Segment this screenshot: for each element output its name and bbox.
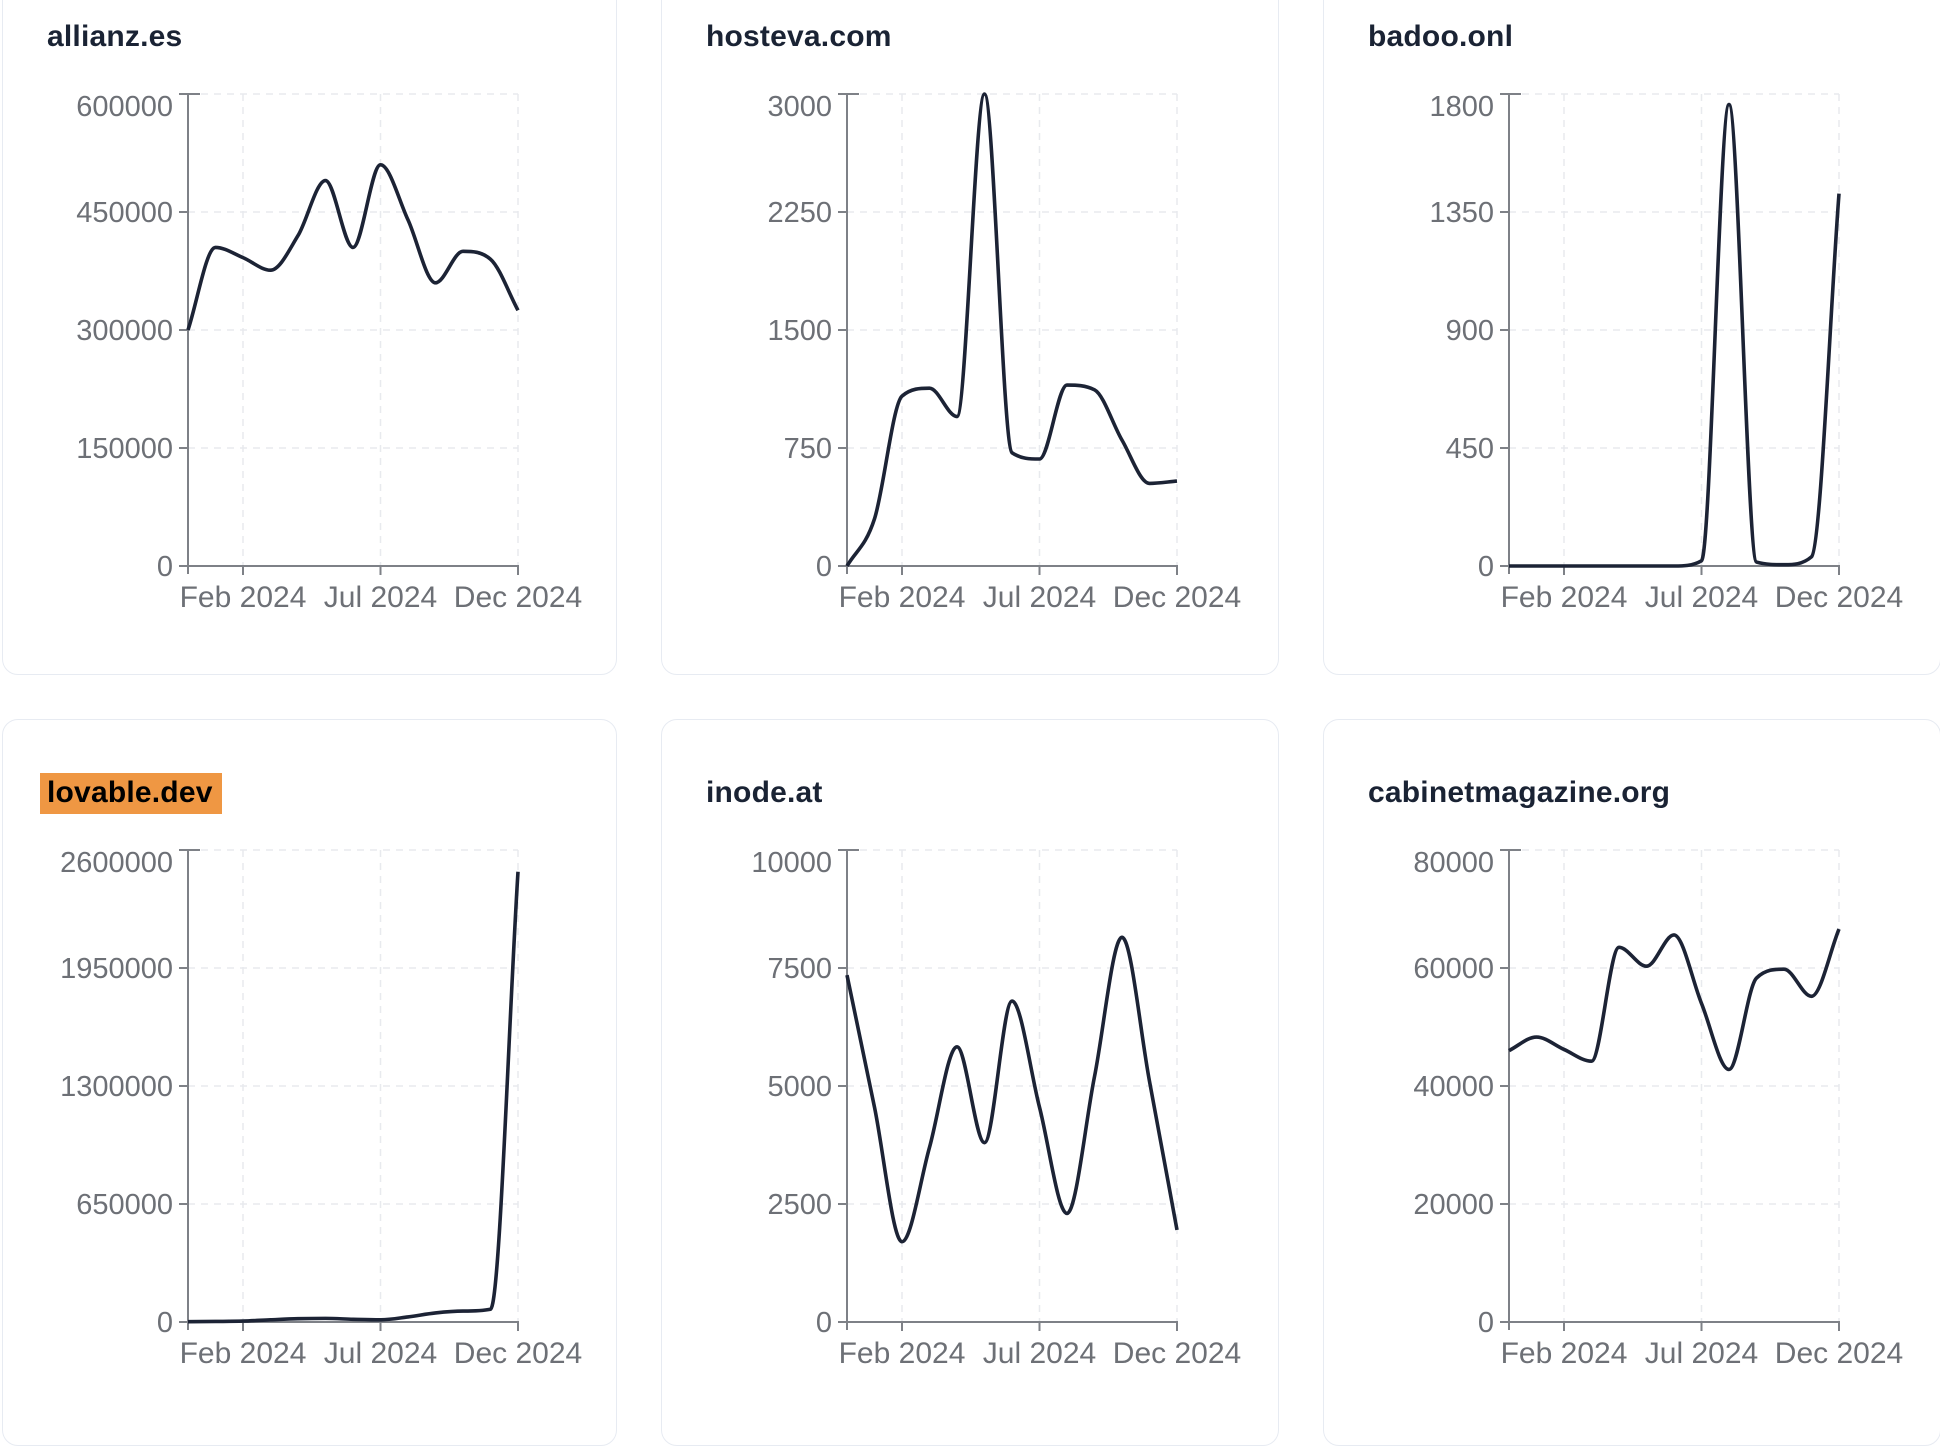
domain-name-highlighted: lovable.dev <box>40 773 222 814</box>
card-title: badoo.onl <box>1368 19 1513 55</box>
y-tick-label: 900 <box>1446 315 1494 347</box>
traffic-line-chart: 0 2500 5000 7500 10000 Feb 2024 Jul 2024 Dec 20… <box>751 847 1241 1370</box>
x-tick-label: Dec 2024 <box>454 581 582 614</box>
x-tick-label: Feb 2024 <box>1501 1337 1628 1370</box>
series-line <box>845 92 1178 567</box>
card-allianz-es: allianz.es 0 150000 300000 450000 600000 Feb … <box>2 0 617 675</box>
gridlines <box>188 93 519 566</box>
domain-name: inode.at <box>706 776 823 809</box>
y-tick-label: 1500 <box>767 315 832 347</box>
y-tick-label: 10000 <box>751 847 832 879</box>
y-tick-label: 2600000 <box>60 847 173 879</box>
axes <box>1500 93 1840 575</box>
y-tick-label: 40000 <box>1413 1071 1494 1103</box>
card-title: lovable.dev <box>40 773 222 814</box>
tick-labels: 0 2500 5000 7500 10000 Feb 2024 Jul 2024 Dec 20… <box>751 847 1241 1370</box>
tick-labels: 0 450 900 1350 1800 Feb 2024 Jul 2024 Dec 2024 <box>1429 91 1903 614</box>
y-tick-label: 450 <box>1446 433 1494 465</box>
y-tick-label: 450000 <box>76 197 173 229</box>
domain-name: badoo.onl <box>1368 20 1514 53</box>
series-line <box>1508 102 1841 568</box>
y-tick-label: 600000 <box>76 91 173 123</box>
x-tick-label: Dec 2024 <box>1775 1337 1903 1370</box>
y-tick-label: 300000 <box>76 315 173 347</box>
y-tick-label: 1950000 <box>60 953 173 985</box>
x-tick-label: Feb 2024 <box>180 581 307 614</box>
y-tick-label: 650000 <box>76 1189 173 1221</box>
y-tick-label: 0 <box>816 551 832 583</box>
traffic-line-chart: 0 450 900 1350 1800 Feb 2024 Jul 2024 Dec 2024 <box>1429 91 1903 614</box>
y-tick-label: 0 <box>1478 551 1494 583</box>
gridlines <box>188 849 519 1322</box>
series-line <box>187 871 520 1324</box>
card-inode-at: inode.at 0 2500 5000 7500 10000 Feb 2024 Jul 2… <box>661 719 1279 1446</box>
y-tick-label: 5000 <box>767 1071 832 1103</box>
card-cabinetmagazine-org: cabinetmagazine.org 0 20000 40000 60000 8000… <box>1323 719 1940 1446</box>
card-lovable-dev: lovable.dev 0 650000 1300000 1950000 2600000… <box>2 719 617 1446</box>
tick-labels: 0 150000 300000 450000 600000 Feb 2024 Jul 202… <box>76 91 582 614</box>
gridlines <box>1509 93 1840 566</box>
domain-name: cabinetmagazine.org <box>1368 776 1671 809</box>
tick-labels: 0 750 1500 2250 3000 Feb 2024 Jul 2024 Dec 2024 <box>767 91 1241 614</box>
y-tick-label: 1350 <box>1429 197 1494 229</box>
x-tick-label: Feb 2024 <box>1501 581 1628 614</box>
card-hosteva-com: hosteva.com 0 750 1500 2250 3000 Feb 2024 Jul … <box>661 0 1279 675</box>
y-tick-label: 2500 <box>767 1189 832 1221</box>
x-tick-label: Jul 2024 <box>1645 581 1758 614</box>
card-title: cabinetmagazine.org <box>1368 775 1670 811</box>
x-tick-label: Jul 2024 <box>324 581 437 614</box>
series-line <box>845 935 1179 1244</box>
series-line <box>1508 928 1841 1072</box>
y-tick-label: 20000 <box>1413 1189 1494 1221</box>
traffic-line-chart: 0 650000 1300000 1950000 2600000 Feb 2024 Jul … <box>60 847 582 1370</box>
y-tick-label: 2250 <box>767 197 832 229</box>
card-title: allianz.es <box>47 19 182 55</box>
x-tick-label: Feb 2024 <box>839 1337 966 1370</box>
tick-labels: 0 20000 40000 60000 80000 Feb 2024 Jul 2024 Dec… <box>1413 847 1903 1370</box>
axes <box>179 849 519 1331</box>
gridlines <box>1509 849 1840 1322</box>
x-tick-label: Dec 2024 <box>1113 1337 1241 1370</box>
y-tick-label: 750 <box>784 433 832 465</box>
traffic-line-chart: 0 150000 300000 450000 600000 Feb 2024 Jul 202… <box>76 91 582 614</box>
card-badoo-onl: badoo.onl 0 450 900 1350 1800 Feb 2024 Jul 202… <box>1323 0 1940 675</box>
x-tick-label: Feb 2024 <box>839 581 966 614</box>
x-tick-label: Jul 2024 <box>983 581 1096 614</box>
x-tick-label: Feb 2024 <box>180 1337 307 1370</box>
y-tick-label: 0 <box>157 1307 173 1339</box>
x-tick-label: Jul 2024 <box>324 1337 437 1370</box>
axes <box>838 93 1178 575</box>
x-tick-label: Dec 2024 <box>1113 581 1241 614</box>
gridlines <box>847 849 1178 1322</box>
series-line <box>186 163 520 331</box>
traffic-line-chart: 0 750 1500 2250 3000 Feb 2024 Jul 2024 Dec 2024 <box>767 91 1241 614</box>
y-tick-label: 1300000 <box>60 1071 173 1103</box>
axes <box>1500 849 1840 1331</box>
tick-labels: 0 650000 1300000 1950000 2600000 Feb 2024 Jul … <box>60 847 582 1370</box>
domain-name: allianz.es <box>47 20 183 53</box>
x-tick-label: Dec 2024 <box>1775 581 1903 614</box>
card-title: hosteva.com <box>706 19 892 55</box>
y-tick-label: 7500 <box>767 953 832 985</box>
gridlines <box>847 93 1178 566</box>
domain-name: hosteva.com <box>706 20 892 53</box>
y-tick-label: 80000 <box>1413 847 1494 879</box>
axes <box>838 849 1178 1331</box>
x-tick-label: Jul 2024 <box>983 1337 1096 1370</box>
x-tick-label: Dec 2024 <box>454 1337 582 1370</box>
traffic-line-chart: 0 20000 40000 60000 80000 Feb 2024 Jul 2024 Dec… <box>1413 847 1903 1370</box>
y-tick-label: 1800 <box>1429 91 1494 123</box>
y-tick-label: 150000 <box>76 433 173 465</box>
y-tick-label: 0 <box>816 1307 832 1339</box>
y-tick-label: 3000 <box>767 91 832 123</box>
y-tick-label: 0 <box>157 551 173 583</box>
y-tick-label: 60000 <box>1413 953 1494 985</box>
y-tick-label: 0 <box>1478 1307 1494 1339</box>
axes <box>179 93 519 575</box>
x-tick-label: Jul 2024 <box>1645 1337 1758 1370</box>
card-title: inode.at <box>706 775 823 811</box>
